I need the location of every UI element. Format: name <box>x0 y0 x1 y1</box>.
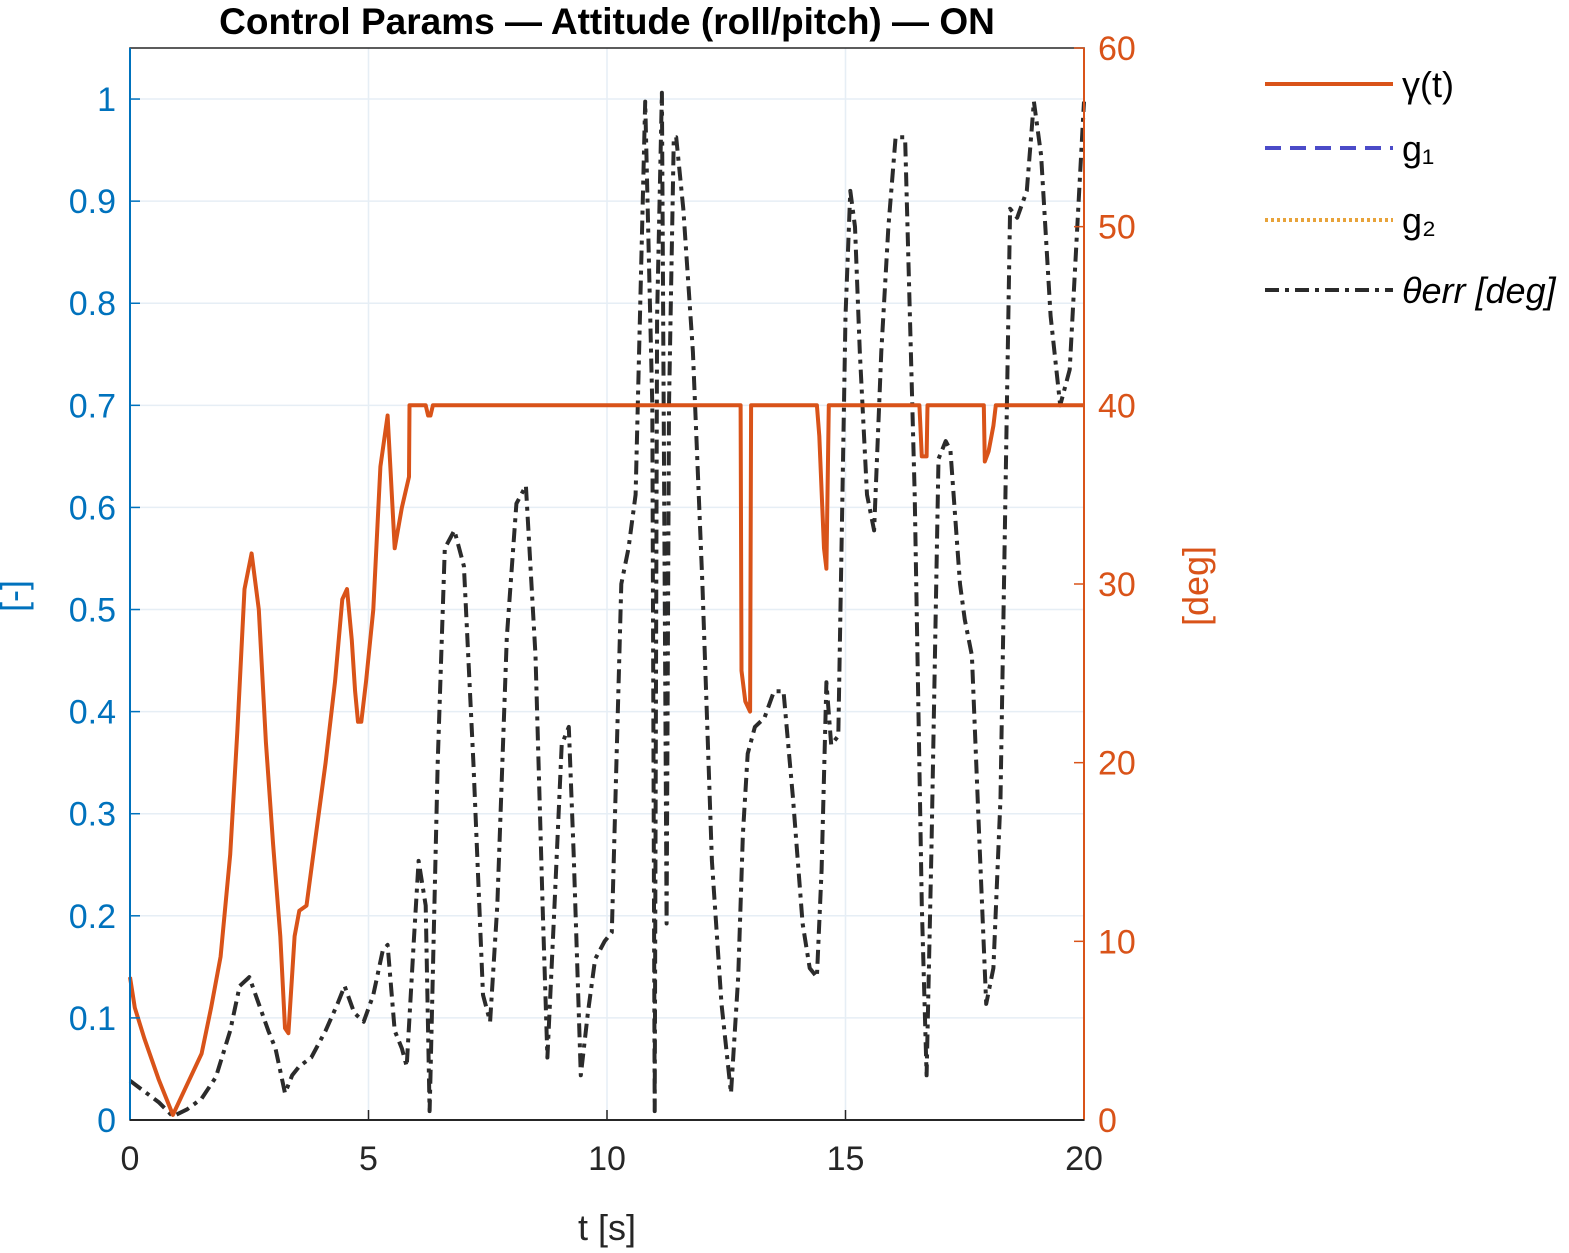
right-y-tick-label: 50 <box>1098 209 1136 247</box>
series-gamma-line <box>128 403 1084 1117</box>
right-y-tick-label: 30 <box>1098 566 1136 604</box>
left-y-axis-label: [-] <box>0 580 34 612</box>
right-y-tick-label: 20 <box>1098 745 1136 783</box>
legend-label-g2: g₂ <box>1402 200 1436 241</box>
left-y-tick-label: 0.5 <box>69 592 116 630</box>
x-tick-label: 15 <box>827 1140 865 1178</box>
axes: 0 5 10 15 2000.10.20.30.40.50.60.70.80.91010… <box>69 30 1136 1178</box>
x-tick-label: 0 <box>121 1140 140 1178</box>
x-tick-label: 20 <box>1065 1140 1103 1178</box>
left-y-tick-label: 0.8 <box>69 285 116 323</box>
left-y-tick-label: 0.2 <box>69 898 116 936</box>
chart-title: Control Params — Attitude (roll/pitch) —… <box>219 1 995 42</box>
left-y-tick-label: 0.6 <box>69 489 116 527</box>
left-y-tick-label: 0.3 <box>69 796 116 834</box>
legend-label-theta: θerr [deg] <box>1402 270 1557 311</box>
legend-label-g1: g₁ <box>1402 128 1434 169</box>
right-y-tick-label: 10 <box>1098 923 1136 961</box>
grid <box>129 48 1085 1121</box>
x-tick-label: 10 <box>588 1140 626 1178</box>
x-axis-label: t [s] <box>578 1207 636 1248</box>
x-tick-label: 5 <box>359 1140 378 1178</box>
left-y-tick-label: 0.7 <box>69 387 116 425</box>
left-y-tick-label: 0.9 <box>69 183 116 221</box>
right-y-tick-label: 60 <box>1098 30 1136 68</box>
right-y-axis-label: [deg] <box>1175 546 1216 626</box>
left-y-tick-label: 0 <box>97 1102 116 1140</box>
left-y-tick-label: 1 <box>97 81 116 119</box>
left-y-tick-label: 0.1 <box>69 1000 116 1038</box>
left-y-tick-label: 0.4 <box>69 694 116 732</box>
legend-label-gamma: γ(t) <box>1402 64 1454 105</box>
right-y-tick-label: 0 <box>1098 1102 1117 1140</box>
series-layer <box>128 90 1086 1119</box>
right-y-tick-label: 40 <box>1098 387 1136 425</box>
legend: γ(t) g₁ g₂ θerr [deg] <box>1265 64 1557 311</box>
series-theta-err-line <box>128 90 1086 1119</box>
